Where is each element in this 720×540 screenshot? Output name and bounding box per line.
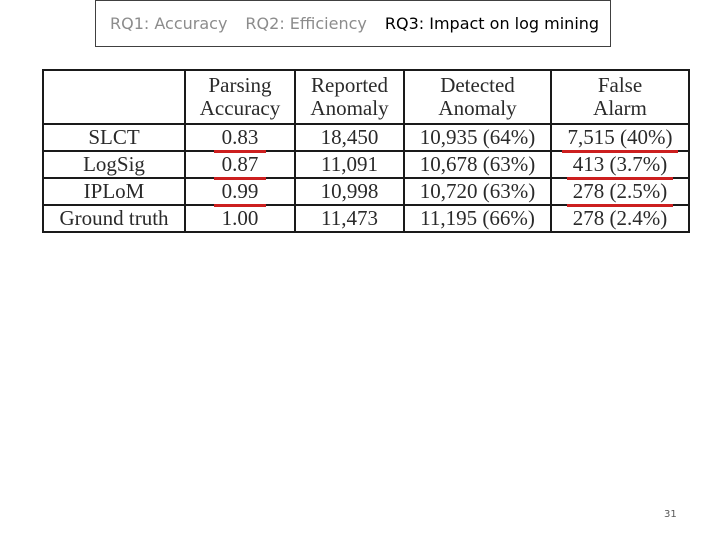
header-line: Reported xyxy=(311,73,388,97)
table-row: Ground truth 1.00 11,473 11,195 (66%) 27… xyxy=(42,204,690,233)
detected-cell: 10,720 (63%) xyxy=(403,177,552,206)
rq-navigation-box: RQ1: Accuracy RQ2: Efficiency RQ3: Impac… xyxy=(95,0,611,47)
reported-cell: 10,998 xyxy=(294,177,405,206)
nav-item-rq1[interactable]: RQ1: Accuracy xyxy=(110,14,228,33)
header-empty xyxy=(42,69,186,125)
table-header-row: Parsing Accuracy Reported Anomaly Detected… xyxy=(42,69,690,125)
false-alarm-cell: 7,515 (40%) xyxy=(550,123,690,153)
header-line: Parsing xyxy=(208,73,272,97)
false-alarm-value: 413 (3.7%) xyxy=(566,152,674,180)
reported-cell: 11,091 xyxy=(294,150,405,179)
accuracy-value: 0.99 xyxy=(213,179,267,207)
row-name: SLCT xyxy=(42,123,186,152)
table-row: SLCT 0.83 18,450 10,935 (64%) 7,515 (40%… xyxy=(42,123,690,153)
header-parsing-accuracy: Parsing Accuracy xyxy=(184,69,296,125)
false-alarm-cell: 413 (3.7%) xyxy=(550,150,690,180)
table-row: LogSig 0.87 11,091 10,678 (63%) 413 (3.7… xyxy=(42,150,690,180)
header-line: Anomaly xyxy=(310,96,389,120)
results-table: Parsing Accuracy Reported Anomaly Detected… xyxy=(42,69,690,233)
accuracy-cell: 0.87 xyxy=(184,150,296,180)
row-name: IPLoM xyxy=(42,177,186,206)
header-line: Detected xyxy=(440,73,515,97)
page-number: 31 xyxy=(664,509,677,520)
row-name: LogSig xyxy=(42,150,186,179)
nav-item-rq3[interactable]: RQ3: Impact on log mining xyxy=(384,14,600,33)
row-name: Ground truth xyxy=(42,204,186,233)
nav-item-rq2[interactable]: RQ2: Efficiency xyxy=(245,14,367,33)
accuracy-cell: 0.99 xyxy=(184,177,296,207)
results-table-wrapper: Parsing Accuracy Reported Anomaly Detected… xyxy=(42,69,690,233)
header-line: False xyxy=(597,73,643,97)
detected-cell: 10,935 (64%) xyxy=(403,123,552,152)
header-line: Alarm xyxy=(593,96,647,120)
false-alarm-value: 278 (2.5%) xyxy=(566,179,674,207)
accuracy-cell: 0.83 xyxy=(184,123,296,153)
header-false-alarm: False Alarm xyxy=(550,69,690,125)
reported-cell: 11,473 xyxy=(294,204,405,233)
false-alarm-cell: 278 (2.4%) xyxy=(550,204,690,233)
accuracy-value: 0.83 xyxy=(213,125,267,153)
false-alarm-cell: 278 (2.5%) xyxy=(550,177,690,207)
accuracy-cell: 1.00 xyxy=(184,204,296,233)
reported-cell: 18,450 xyxy=(294,123,405,152)
detected-cell: 10,678 (63%) xyxy=(403,150,552,179)
false-alarm-value: 7,515 (40%) xyxy=(561,125,679,153)
accuracy-value: 0.87 xyxy=(213,152,267,180)
header-line: Anomaly xyxy=(438,96,517,120)
table-row: IPLoM 0.99 10,998 10,720 (63%) 278 (2.5%… xyxy=(42,177,690,207)
header-detected-anomaly: Detected Anomaly xyxy=(403,69,552,125)
detected-cell: 11,195 (66%) xyxy=(403,204,552,233)
header-reported-anomaly: Reported Anomaly xyxy=(294,69,405,125)
header-line: Accuracy xyxy=(199,96,281,120)
